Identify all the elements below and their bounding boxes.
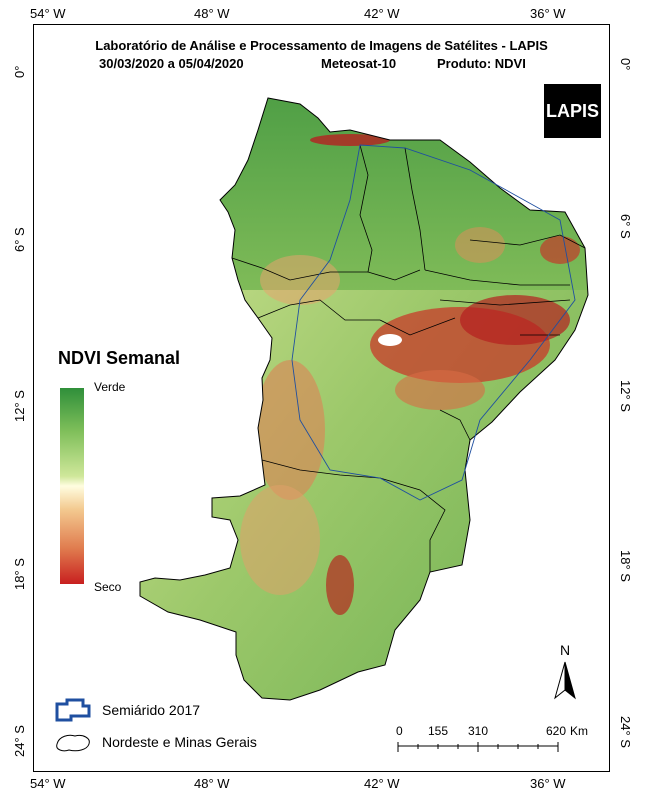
region-outline-icon	[56, 734, 90, 752]
scale-tick-620: 620	[546, 724, 567, 738]
subtitle-satellite: Meteosat-10	[321, 56, 397, 71]
north-arrow-icon	[554, 661, 576, 700]
lon-label-bottom-54w: 54° W	[30, 776, 66, 791]
semiarid-outline-icon	[55, 698, 91, 722]
scale-tick-310: 310	[468, 724, 489, 738]
scale-tick-0: 0	[396, 724, 403, 738]
scale-tick-155: 155	[428, 724, 449, 738]
lon-label-top-42w: 42° W	[364, 6, 400, 21]
lon-label-bottom-48w: 48° W	[194, 776, 230, 791]
subtitle-product: Produto: NDVI	[437, 56, 526, 71]
ndvi-color-ramp	[60, 388, 84, 584]
lapis-logo: LAPIS	[544, 84, 601, 138]
north-label: N	[560, 642, 571, 658]
legend-title: NDVI Semanal	[58, 348, 181, 368]
legend-item-semiarid: Semiárido 2017	[102, 702, 201, 718]
ramp-low-label: Seco	[94, 580, 122, 594]
map-title: Laboratório de Análise e Processamento d…	[95, 38, 548, 53]
ramp-high-label: Verde	[94, 380, 126, 394]
scale-bar	[397, 742, 559, 752]
legend-item-region: Nordeste e Minas Gerais	[102, 734, 257, 750]
lon-label-bottom-36w: 36° W	[530, 776, 566, 791]
logo-text: LAPIS	[545, 100, 599, 121]
lon-label-top-54w: 54° W	[30, 6, 66, 21]
subtitle-period: 30/03/2020 a 05/04/2020	[99, 56, 244, 71]
lon-label-top-36w: 36° W	[530, 6, 566, 21]
lon-label-bottom-42w: 42° W	[364, 776, 400, 791]
lon-label-top-48w: 48° W	[194, 6, 230, 21]
scale-unit: Km	[570, 724, 588, 738]
